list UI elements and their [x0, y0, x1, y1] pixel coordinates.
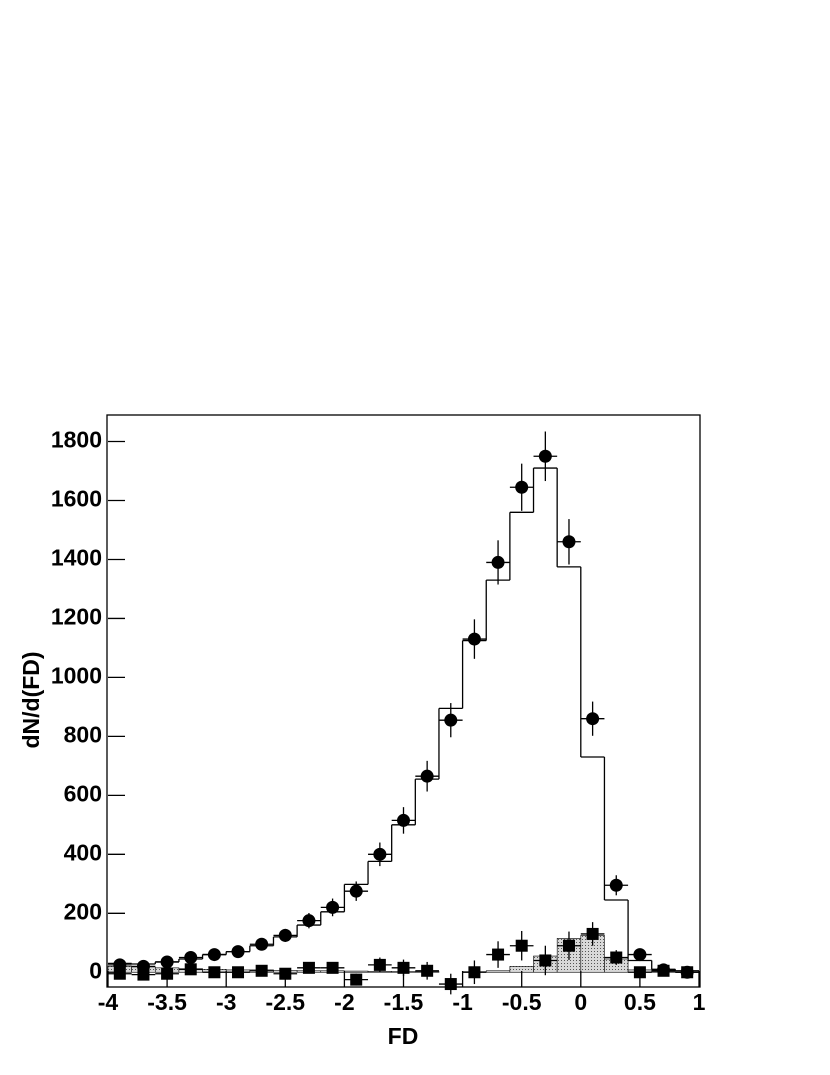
data-point	[562, 535, 576, 549]
data-point	[468, 966, 481, 979]
x-tick-label: -2.5	[265, 989, 305, 1015]
data-point	[657, 964, 670, 977]
x-tick-label: -0.5	[502, 989, 542, 1015]
x-tick-label: -3.5	[147, 989, 187, 1015]
filled-bin	[485, 970, 511, 973]
data-point	[539, 954, 552, 967]
data-point	[633, 948, 647, 962]
data-point	[160, 955, 174, 969]
data-point	[302, 961, 315, 974]
y-tick-label: 800	[64, 721, 102, 747]
data-point	[586, 927, 599, 940]
x-tick-label: -1.5	[384, 989, 424, 1015]
x-tick-label: -2	[334, 989, 354, 1015]
data-point	[326, 900, 340, 914]
x-tick-label: 0	[574, 989, 587, 1015]
data-point	[184, 963, 197, 976]
data-point	[113, 967, 126, 980]
y-tick-label: 1200	[51, 604, 102, 630]
x-tick-label: -4	[98, 989, 119, 1015]
data-point	[350, 973, 363, 986]
data-point	[255, 964, 268, 977]
data-point	[373, 958, 386, 971]
data-point	[681, 966, 694, 979]
data-point	[444, 713, 458, 727]
data-point	[326, 961, 339, 974]
data-point	[232, 966, 245, 979]
data-point	[610, 951, 623, 964]
data-point	[302, 914, 316, 928]
data-point	[515, 939, 528, 952]
filled-bin	[344, 970, 369, 973]
y-tick-label: 600	[64, 780, 102, 806]
x-tick-label: -1	[452, 989, 473, 1015]
data-point	[421, 964, 434, 977]
data-point	[397, 813, 410, 827]
x-axis-label: FD	[388, 1023, 419, 1049]
data-point	[231, 945, 245, 959]
x-tick-label: 1	[693, 989, 706, 1015]
y-tick-label: 1400	[51, 545, 102, 571]
data-point	[184, 951, 198, 965]
y-tick-label: 0	[89, 957, 102, 983]
y-axis-label: dN/d(FD)	[18, 651, 44, 748]
x-tick-label: -3	[216, 989, 236, 1015]
data-point	[609, 878, 623, 892]
y-tick-label: 1600	[51, 486, 102, 512]
data-point	[397, 961, 410, 974]
plot-frame	[106, 414, 701, 988]
y-tick-label: 400	[64, 839, 102, 865]
y-tick-label: 200	[64, 898, 102, 924]
y-tick-label: 1800	[51, 427, 102, 453]
data-point	[586, 712, 600, 726]
data-point	[515, 480, 529, 494]
data-point	[278, 928, 292, 942]
data-point	[492, 948, 505, 961]
data-point	[538, 449, 552, 463]
data-point	[349, 884, 363, 898]
data-point	[373, 847, 387, 861]
data-point	[491, 555, 505, 569]
data-point	[208, 966, 221, 979]
data-point	[420, 769, 434, 783]
x-tick-label: 0.5	[624, 989, 656, 1015]
data-point	[207, 948, 221, 962]
y-tick-label: 1000	[51, 662, 102, 688]
data-point	[467, 632, 481, 646]
data-point	[255, 937, 269, 951]
data-point	[562, 939, 575, 952]
data-point	[137, 968, 150, 981]
